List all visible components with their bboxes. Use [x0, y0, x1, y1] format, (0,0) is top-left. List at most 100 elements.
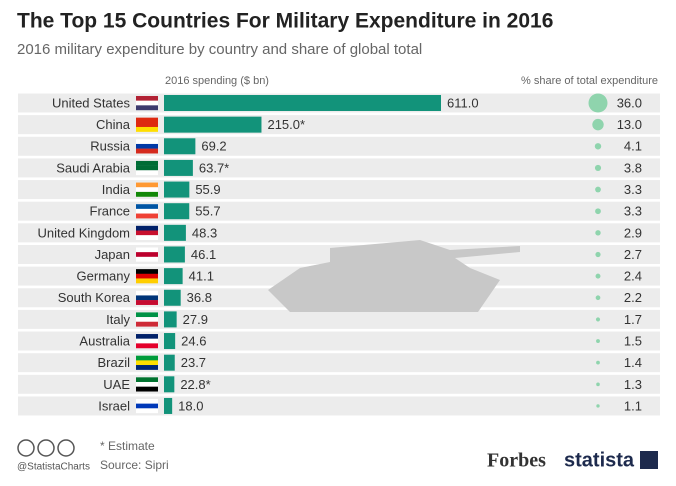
flag: [136, 230, 158, 236]
share-label: 2.4: [624, 269, 642, 284]
flag: [136, 403, 158, 409]
value-label: 69.2: [201, 139, 226, 154]
value-label: 215.0*: [267, 117, 305, 132]
share-label: 2.9: [624, 225, 642, 240]
flag: [136, 204, 158, 210]
flag: [136, 377, 158, 383]
flag: [136, 381, 158, 387]
flag: [136, 160, 158, 166]
bar: [164, 181, 190, 198]
category-label: India: [102, 182, 131, 197]
value-label: 41.1: [189, 269, 214, 284]
flag: [136, 355, 158, 361]
value-label: 63.7*: [199, 160, 229, 175]
share-bubble: [592, 118, 604, 131]
flag: [136, 365, 158, 370]
value-label: 18.0: [178, 398, 203, 413]
flag: [136, 273, 158, 279]
share-label: 3.8: [624, 160, 642, 175]
share-bubble: [595, 186, 601, 193]
flag: [136, 126, 158, 132]
value-label: 46.1: [191, 247, 216, 262]
share-bubble: [595, 273, 601, 279]
value-label: 55.9: [195, 182, 220, 197]
flag: [136, 213, 158, 219]
value-label: 611.0: [447, 95, 479, 110]
flag: [136, 143, 158, 149]
share-label: 1.1: [624, 398, 642, 413]
flag: [136, 300, 158, 305]
share-label: 3.3: [624, 182, 642, 197]
flag: [136, 256, 158, 262]
flag: [136, 269, 158, 274]
bar: [164, 116, 262, 133]
footer-note: * Estimate: [100, 439, 155, 453]
share-bubble: [588, 93, 608, 113]
flag: [136, 139, 158, 145]
footer-source: Source: Sipri: [100, 458, 169, 472]
share-label: 13.0: [617, 117, 642, 132]
flag: [136, 100, 158, 106]
flag: [136, 386, 158, 392]
flag: [136, 148, 158, 154]
tank-silhouette: [268, 240, 520, 312]
partner-logo: Forbes: [487, 450, 546, 472]
flag: [136, 317, 158, 322]
bar: [164, 159, 193, 176]
share-bubble: [595, 295, 601, 301]
share-bubble: [594, 164, 602, 172]
share-bubble: [596, 339, 600, 343]
category-label: Germany: [77, 269, 131, 284]
category-label: United States: [52, 95, 131, 110]
category-label: UAE: [103, 377, 130, 392]
value-label: 22.8*: [180, 377, 210, 392]
flag: [136, 187, 158, 193]
flag: [136, 208, 158, 214]
category-label: Australia: [79, 333, 130, 348]
flag: [136, 312, 158, 318]
flag: [136, 343, 158, 349]
share-label: 1.7: [624, 312, 642, 327]
flag: [136, 225, 158, 231]
share-label: 1.4: [624, 355, 642, 370]
category-label: Saudi Arabia: [56, 160, 130, 175]
row-band: [18, 309, 660, 329]
value-label: 23.7: [181, 355, 206, 370]
flag: [136, 105, 158, 111]
value-label: 27.9: [183, 312, 208, 327]
brand-logo: statista: [564, 449, 635, 471]
flag: [136, 338, 158, 344]
share-label: 36.0: [617, 95, 642, 110]
bar: [164, 224, 186, 241]
row-band: [18, 331, 660, 351]
bar: [164, 289, 181, 306]
share-bubble: [595, 317, 601, 322]
flag: [136, 122, 158, 128]
column-header: 2016 spending ($ bn): [165, 75, 269, 87]
share-bubble: [596, 360, 600, 365]
footer-handle: @StatistaCharts: [17, 462, 90, 473]
category-label: Japan: [95, 247, 130, 262]
bar: [164, 95, 441, 111]
bar: [164, 376, 175, 393]
flag: [136, 290, 158, 296]
share-label: 2.2: [624, 290, 642, 305]
category-label: South Korea: [58, 290, 131, 305]
value-label: 36.8: [187, 290, 212, 305]
flag: [136, 398, 158, 404]
column-header: % share of total expenditure: [521, 75, 658, 87]
row-band: [18, 374, 660, 394]
category-label: Israel: [98, 398, 130, 413]
category-label: Brazil: [97, 355, 130, 370]
category-label: France: [90, 204, 130, 219]
row-band: [18, 396, 660, 416]
flag: [136, 360, 158, 366]
brand-icon: [640, 451, 658, 469]
value-label: 55.7: [195, 204, 220, 219]
flag: [136, 117, 158, 123]
rows: United States 611.0 36.0 China 215.0* 13.0 Rus…: [18, 93, 660, 416]
share-bubble: [596, 382, 600, 387]
bar: [164, 138, 196, 155]
chart-title: The Top 15 Countries For Military Expend…: [17, 10, 553, 33]
